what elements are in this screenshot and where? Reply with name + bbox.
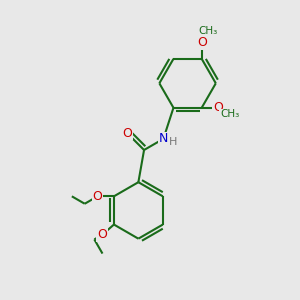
Text: CH₃: CH₃ [220, 110, 239, 119]
Text: O: O [213, 101, 223, 114]
Text: O: O [93, 190, 103, 203]
Text: N: N [159, 132, 168, 146]
Text: CH₃: CH₃ [199, 26, 218, 36]
Text: H: H [169, 137, 177, 147]
Text: O: O [197, 36, 207, 49]
Text: O: O [97, 229, 107, 242]
Text: O: O [122, 127, 132, 140]
